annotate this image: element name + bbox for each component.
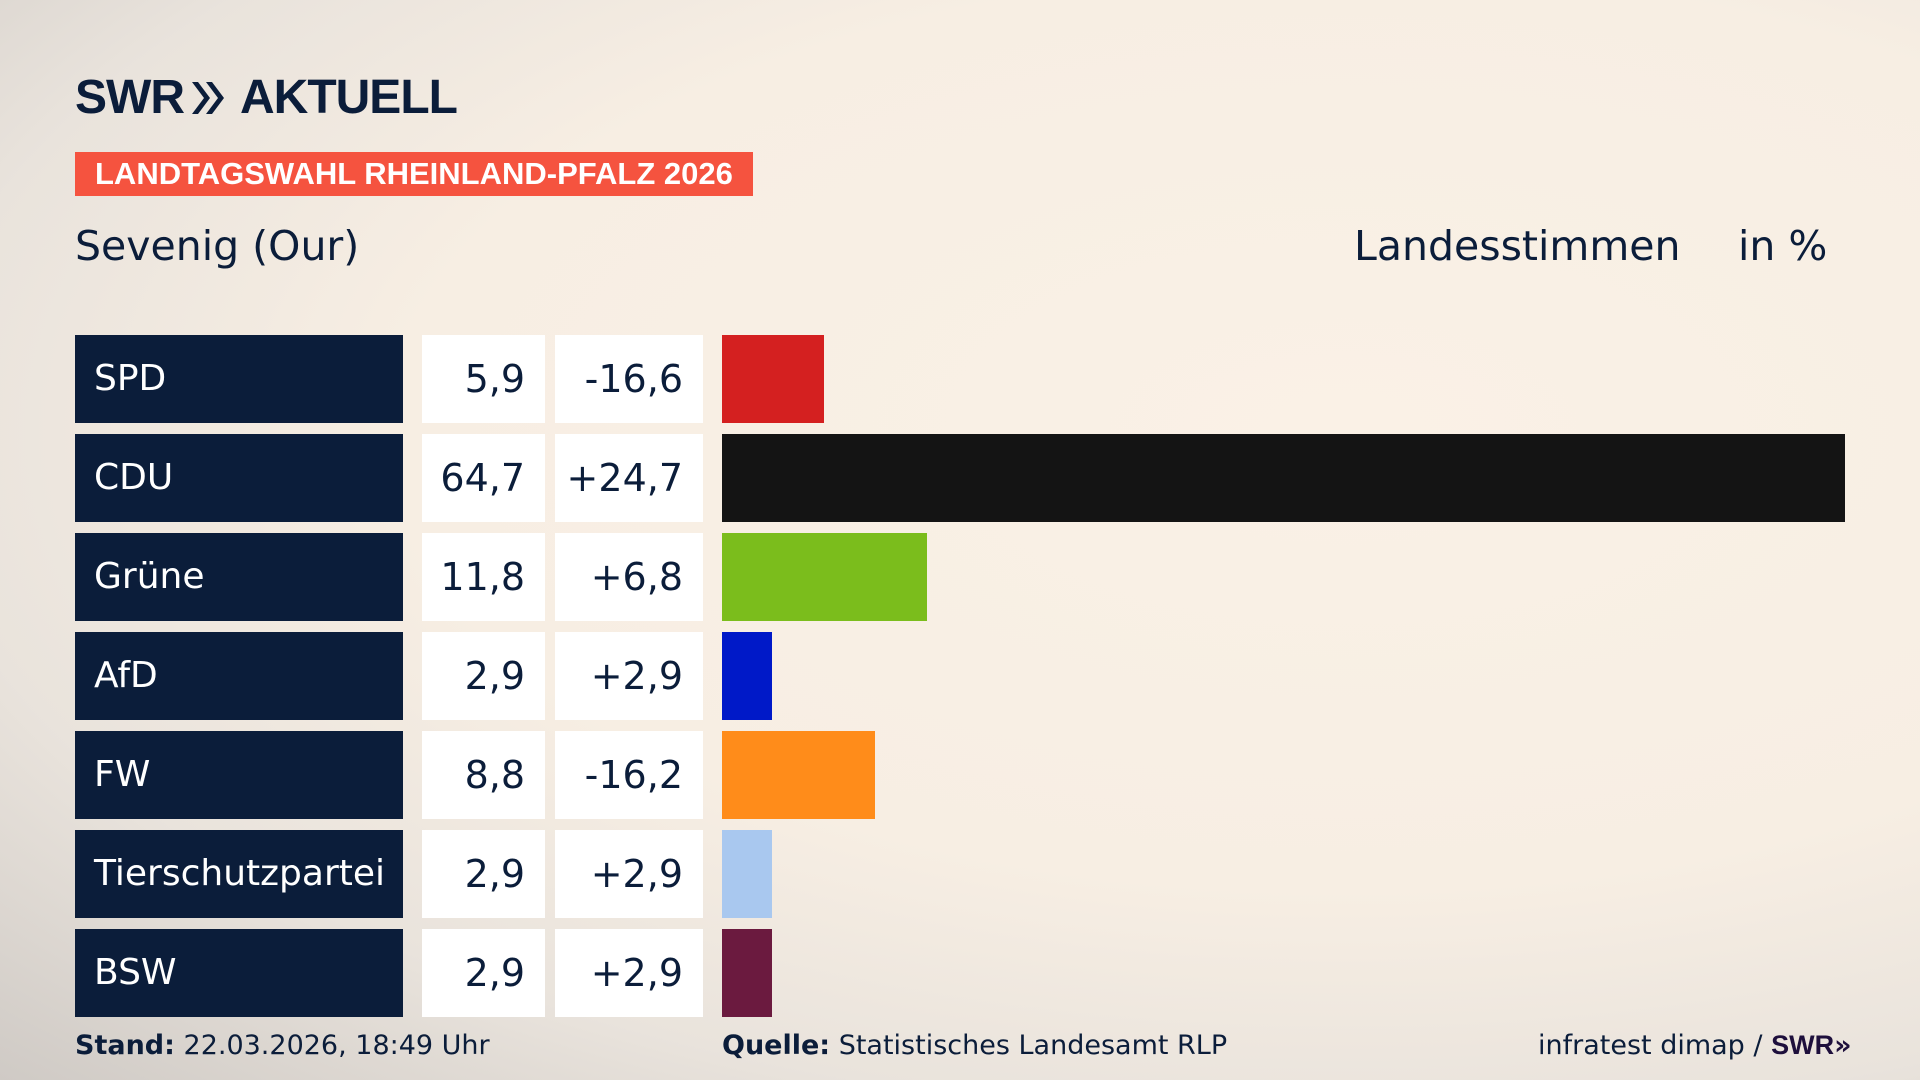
- vote-share: 2,9: [422, 830, 545, 918]
- bar-tierschutzpartei: [722, 830, 773, 918]
- source-value: Statistisches Landesamt RLP: [838, 1030, 1228, 1061]
- vote-change: +2,9: [555, 929, 703, 1017]
- party-name: Grüne: [75, 533, 403, 621]
- logo-product: AKTUELL: [239, 71, 458, 124]
- bar-grüne: [722, 533, 927, 621]
- vote-change: +2,9: [555, 632, 703, 720]
- double-chevron-icon: [191, 81, 224, 114]
- bar-fw: [722, 731, 875, 819]
- party-name: AfD: [75, 632, 403, 720]
- stand-label: Stand:: [75, 1030, 175, 1061]
- source-label: Quelle:: [722, 1030, 831, 1061]
- vote-share: 2,9: [422, 632, 545, 720]
- credit-text: infratest dimap /: [1538, 1030, 1763, 1061]
- swr-aktuell-logo: SWR AKTUELL: [75, 70, 458, 125]
- vote-type-label: Landesstimmen: [1354, 222, 1681, 270]
- unit-label: in %: [1738, 222, 1828, 270]
- location-title: Sevenig (Our): [75, 222, 360, 270]
- logo-brand: SWR: [75, 71, 185, 124]
- bar-spd: [722, 335, 825, 423]
- party-name: CDU: [75, 434, 403, 522]
- vote-share: 5,9: [422, 335, 545, 423]
- party-name: Tierschutzpartei: [75, 830, 403, 918]
- vote-change: +24,7: [555, 434, 703, 522]
- party-name: BSW: [75, 929, 403, 1017]
- vote-share: 64,7: [422, 434, 545, 522]
- vote-change: -16,6: [555, 335, 703, 423]
- vote-share: 2,9: [422, 929, 545, 1017]
- bar-afd: [722, 632, 773, 720]
- vote-change: +6,8: [555, 533, 703, 621]
- bar-bsw: [722, 929, 773, 1017]
- bar-cdu: [722, 434, 1845, 522]
- source: Quelle: Statistisches Landesamt RLP: [722, 1030, 1227, 1061]
- party-name: FW: [75, 731, 403, 819]
- timestamp: Stand: 22.03.2026, 18:49 Uhr: [75, 1030, 490, 1061]
- stand-value: 22.03.2026, 18:49 Uhr: [183, 1030, 490, 1061]
- credit: infratest dimap / SWR»: [1538, 1030, 1852, 1061]
- election-banner: LANDTAGSWAHL RHEINLAND-PFALZ 2026: [75, 152, 753, 196]
- double-chevron-icon: »: [1834, 1030, 1852, 1061]
- vote-share: 8,8: [422, 731, 545, 819]
- credit-brand: SWR: [1771, 1030, 1835, 1060]
- vote-change: -16,2: [555, 731, 703, 819]
- vote-change: +2,9: [555, 830, 703, 918]
- party-name: SPD: [75, 335, 403, 423]
- vote-share: 11,8: [422, 533, 545, 621]
